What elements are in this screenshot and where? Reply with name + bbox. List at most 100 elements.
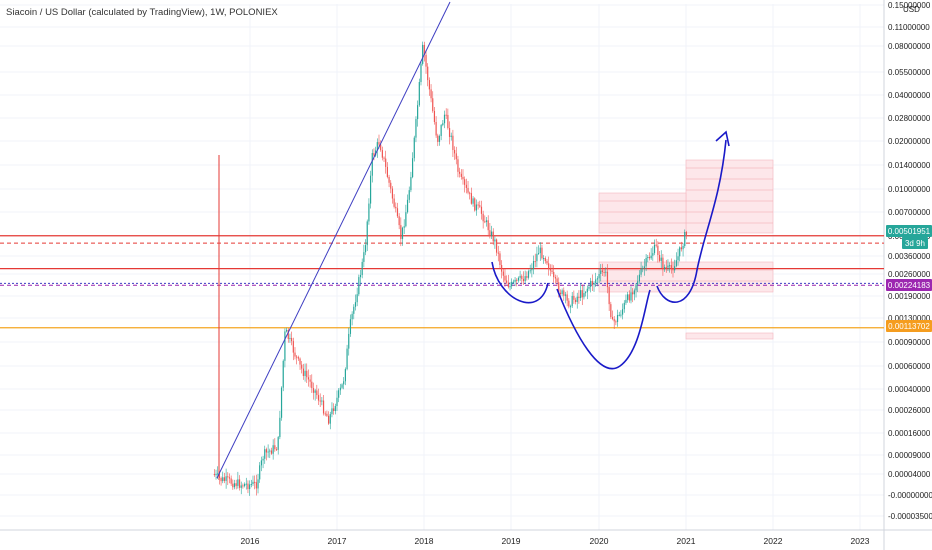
- price-tick-label: 0.00360000: [888, 252, 931, 261]
- candle-body: [405, 212, 407, 227]
- candle-body: [620, 314, 622, 316]
- candle-body: [329, 414, 331, 424]
- candle-body: [245, 483, 247, 485]
- candle-body: [381, 150, 383, 158]
- candle-body: [284, 331, 286, 361]
- candle-body: [621, 309, 624, 315]
- candles: [213, 41, 688, 496]
- time-axis[interactable]: 2016 2017 2018 2019 2020 2021 2022 2023: [241, 536, 870, 546]
- candle-body: [334, 406, 336, 411]
- time-tick-label: 2017: [328, 536, 347, 546]
- candle-body: [378, 142, 380, 145]
- chart-title: Siacoin / US Dollar (calculated by Tradi…: [6, 7, 278, 18]
- candle-body: [324, 413, 326, 415]
- candle-body: [573, 295, 575, 300]
- time-tick-label: 2020: [590, 536, 609, 546]
- candle-body: [386, 166, 388, 177]
- candle-body: [632, 292, 634, 295]
- candle-body: [579, 290, 582, 299]
- candle-body: [600, 270, 602, 274]
- candle-body: [301, 364, 303, 369]
- candle-body: [417, 105, 419, 120]
- candle-body: [593, 282, 595, 285]
- candle-body: [615, 321, 617, 323]
- candle-body: [489, 230, 491, 236]
- candle-body: [385, 158, 387, 167]
- candle-body: [297, 357, 299, 359]
- candle-body: [243, 484, 246, 487]
- candle-body: [669, 265, 671, 267]
- candle-body: [363, 252, 365, 262]
- candle-body: [395, 206, 397, 209]
- target-zone: [685, 159, 774, 234]
- candle-body: [637, 281, 639, 285]
- candle-body: [452, 135, 454, 150]
- candle-body: [259, 465, 261, 480]
- candle-body: [554, 277, 556, 279]
- candle-body: [623, 302, 625, 310]
- candle-body: [672, 268, 674, 271]
- candle-body: [267, 451, 269, 453]
- candle-body: [499, 253, 501, 266]
- candle-body: [531, 269, 533, 271]
- candle-body: [368, 203, 370, 222]
- candle-body: [519, 275, 521, 278]
- candle-body: [657, 245, 659, 256]
- candle-body: [435, 121, 437, 136]
- price-badge-label: 0.00113702: [888, 322, 930, 331]
- price-tick-label: 0.02000000: [888, 137, 931, 146]
- candle-body: [376, 142, 378, 151]
- candle-body: [558, 282, 560, 293]
- candle-body: [457, 159, 459, 172]
- candle-body: [665, 267, 667, 269]
- candle-body: [306, 370, 308, 378]
- candle-body: [527, 271, 530, 278]
- candle-body: [233, 483, 236, 488]
- candle-body: [235, 483, 237, 486]
- candle-body: [522, 278, 525, 282]
- candle-body: [497, 252, 499, 254]
- candle-body: [289, 337, 291, 339]
- price-tick-label: 0.00260000: [888, 270, 931, 279]
- candle-body: [410, 177, 412, 191]
- candle-body: [222, 477, 224, 482]
- candle-body: [269, 450, 271, 452]
- candle-body: [227, 476, 229, 478]
- price-tick-label: 0.00090000: [888, 338, 931, 347]
- candle-body: [228, 477, 231, 479]
- candle-body: [351, 313, 353, 320]
- candle-body: [643, 266, 646, 269]
- candle-body: [277, 437, 279, 450]
- candle-body: [677, 256, 679, 261]
- cup-curve[interactable]: [556, 288, 651, 370]
- candle-body: [425, 54, 427, 67]
- candle-body: [455, 153, 457, 160]
- candle-body: [366, 221, 368, 246]
- candle-body: [353, 306, 355, 314]
- candle-body: [321, 400, 323, 402]
- candle-body: [675, 260, 677, 267]
- candle-body: [536, 253, 538, 262]
- candle-body: [437, 135, 439, 142]
- candle-body: [682, 246, 684, 250]
- price-badge: [902, 237, 928, 249]
- candle-body: [495, 239, 498, 253]
- candle-body: [549, 269, 551, 271]
- candle-body: [398, 216, 400, 226]
- candle-body: [603, 271, 605, 273]
- candle-body: [319, 400, 321, 402]
- price-tick-label: 0.11000000: [888, 23, 930, 32]
- candle-body: [526, 276, 528, 278]
- price-tick-label: 0.01000000: [888, 185, 931, 194]
- candle-body: [279, 417, 281, 438]
- trendline[interactable]: [216, 1, 451, 479]
- left-shoulder-curve[interactable]: [491, 261, 549, 304]
- candle-body: [556, 278, 558, 283]
- candle-body: [403, 226, 405, 228]
- candle-body: [443, 114, 446, 124]
- candle-body: [576, 296, 578, 303]
- candle-body: [670, 265, 672, 269]
- breakout-arrow-path[interactable]: [656, 139, 727, 303]
